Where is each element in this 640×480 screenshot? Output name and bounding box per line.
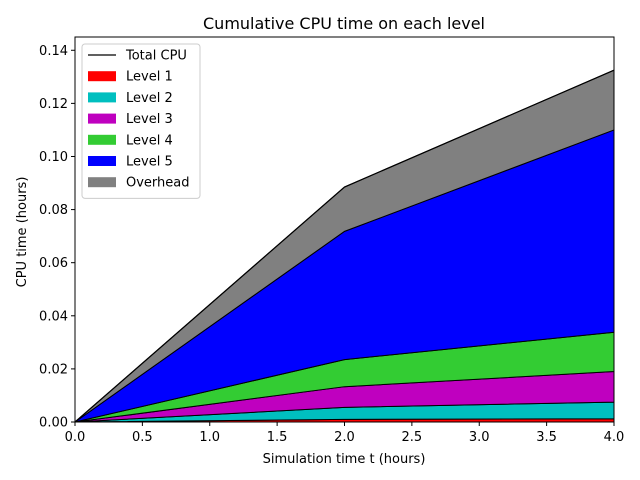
x-tick-label: 0.5 <box>132 430 153 445</box>
y-tick-label: 0.12 <box>39 97 68 112</box>
legend-label-level-5: Level 5 <box>126 155 173 170</box>
legend-swatch-level-4 <box>88 134 116 145</box>
y-tick-label: 0.04 <box>39 309 68 324</box>
axes: 0.0 0.5 1.0 1.5 2.0 2.5 3.0 3.5 4.0 0.00 0.02 0.04 0… <box>39 36 625 445</box>
x-tick-label: 1.5 <box>267 430 288 445</box>
legend-label-total-cpu: Total CPU <box>125 49 187 64</box>
legend-swatch-level-5 <box>88 156 116 166</box>
legend-swatch-level-1 <box>88 71 116 82</box>
legend-swatch-level-2 <box>88 92 116 103</box>
x-tick-label: 2.0 <box>334 430 355 445</box>
legend-label-overhead: Overhead <box>126 176 190 191</box>
y-axis-label: CPU time (hours) <box>15 177 30 288</box>
y-tick-label: 0.02 <box>39 362 68 377</box>
legend-label-level-1: Level 1 <box>126 70 173 85</box>
x-tick-label: 4.0 <box>604 430 625 445</box>
line-total-cpu <box>74 69 615 423</box>
chart-title: Cumulative CPU time on each level <box>203 14 485 33</box>
x-tick-label: 2.5 <box>402 430 423 445</box>
x-tick-label: 1.0 <box>199 430 220 445</box>
y-tick-label: 0.08 <box>39 203 68 218</box>
y-tick-label: 0.06 <box>39 256 68 271</box>
y-tick-label: 0.14 <box>39 44 68 59</box>
x-tick-label: 0.0 <box>65 430 86 445</box>
y-tick-label: 0.00 <box>39 416 68 431</box>
legend-swatch-level-3 <box>88 113 116 124</box>
legend-swatch-overhead <box>88 177 116 188</box>
y-tick-label: 0.10 <box>39 150 68 165</box>
legend-label-level-2: Level 2 <box>126 91 173 106</box>
legend: Total CPU Level 1 Level 2 Level 3 Level 4 Lev… <box>81 43 201 199</box>
x-axis-label: Simulation time t (hours) <box>263 452 426 467</box>
legend-label-level-4: Level 4 <box>126 133 173 148</box>
x-tick-label: 3.0 <box>469 430 490 445</box>
x-tick-label: 3.5 <box>536 430 557 445</box>
legend-label-level-3: Level 3 <box>126 112 173 127</box>
